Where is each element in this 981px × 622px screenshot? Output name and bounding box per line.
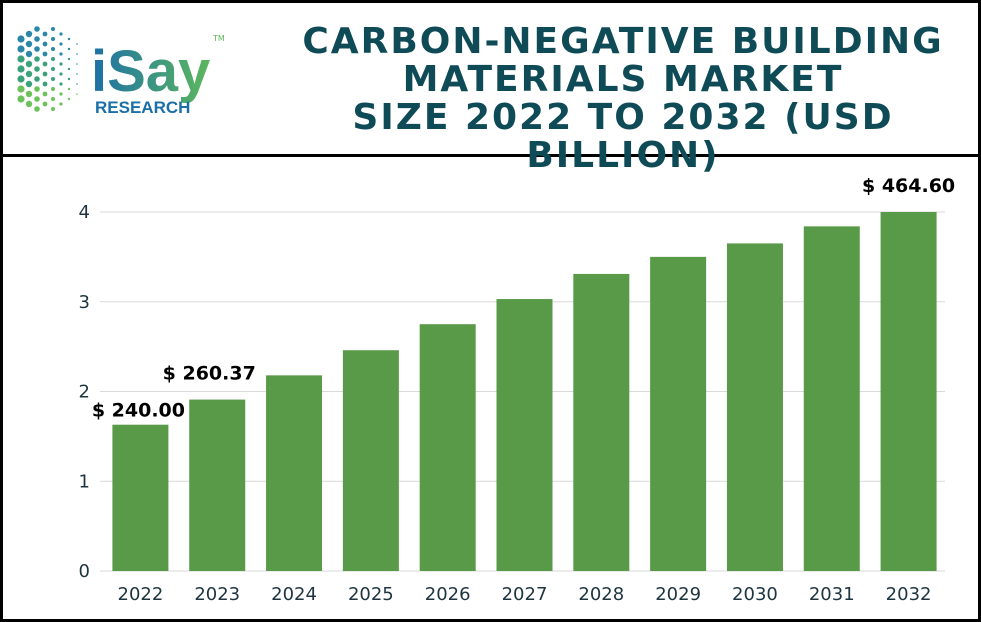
title-line: SIZE 2022 TO 2032 (USD BILLION) [352,97,894,176]
bar-2030 [726,243,783,571]
y-tick-label: 0 [79,561,90,582]
bar-2026 [419,324,476,571]
data-label: $ 260.37 [163,363,256,385]
data-label: $ 240.00 [92,400,185,422]
bar-2023 [189,399,246,571]
y-tick-label: 2 [79,382,90,403]
bar-2028 [573,273,630,571]
logo-brand: iSay [91,39,210,104]
bar-2031 [803,226,860,572]
x-tick-label: 2024 [271,584,317,605]
logo-sub: RESEARCH [95,98,190,117]
x-tick-label: 2027 [502,584,548,605]
bar-2025 [342,350,399,571]
x-tick-label: 2023 [194,584,240,605]
x-tick-label: 2028 [578,584,624,605]
x-tick-label: 2032 [886,584,932,605]
bar-chart: 0 1 2 3 4 2022 $ 240.00 2023 $ 260.37 2024 2025 202… [79,175,956,605]
x-tick-label: 2029 [655,584,701,605]
y-tick-label: 4 [79,202,90,223]
header: iSay TM RESEARCH CARBON-NEGATIVE BUILDIN… [3,3,978,175]
bar-2027 [496,299,553,571]
bar-2029 [650,256,707,571]
x-tick-label: 2025 [348,584,394,605]
data-label: $ 464.60 [862,175,955,197]
title-line: MATERIALS MARKET [402,59,844,100]
x-tick-label: 2022 [118,584,164,605]
x-tick-label: 2026 [425,584,471,605]
bar-2024 [266,375,323,571]
y-tick-label: 3 [79,292,90,313]
y-tick-label: 1 [79,471,90,492]
bar-2032 [880,212,937,571]
chart-title: CARBON-NEGATIVE BUILDING MATERIALS MARKE… [263,23,981,175]
x-tick-label: 2030 [732,584,778,605]
svg-text:TM: TM [212,34,225,43]
x-tick-label: 2031 [809,584,855,605]
bar-2022 [112,424,169,571]
title-line: CARBON-NEGATIVE BUILDING [302,21,944,62]
isay-research-logo: iSay TM RESEARCH [17,26,225,117]
